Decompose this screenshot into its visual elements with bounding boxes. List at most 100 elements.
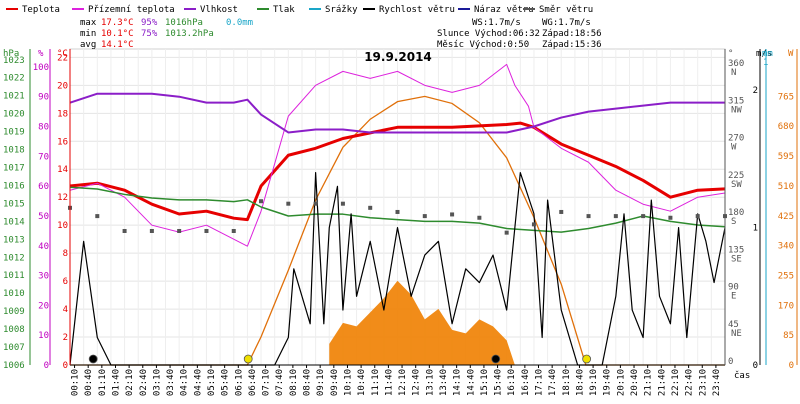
w-tick: 255 [778, 271, 794, 281]
temp-tick: 22 [57, 53, 68, 63]
x-axis-label: čas [734, 370, 750, 381]
x-tick: 10:10 [343, 369, 353, 396]
legend-label: Teplota [22, 5, 60, 15]
radiation-measured-area [329, 280, 515, 365]
x-tick: 15:40 [494, 369, 504, 396]
pct-tick: 30 [38, 272, 49, 282]
stat-max-temp: 17.3°C [101, 18, 134, 28]
wind-direction-point [586, 214, 591, 219]
stat-min-press: 1013.2hPa [165, 29, 214, 39]
dir-tick: 0 [728, 357, 733, 367]
x-tick: 03:40 [166, 369, 176, 396]
hpa-tick: 1011 [3, 271, 25, 281]
ms-tick: 0 [753, 361, 758, 371]
hpa-tick: 1017 [3, 164, 25, 174]
x-tick: 04:40 [193, 369, 203, 396]
dir-tick-name: SW [731, 180, 742, 190]
stat-max-label: max [80, 18, 97, 28]
mm-unit: mm [762, 49, 773, 59]
hpa-tick: 1014 [3, 217, 25, 227]
x-tick: 03:10 [152, 369, 162, 396]
info-ws: WS:1.7m/s [472, 18, 521, 28]
dir-tick: 90 [728, 283, 739, 293]
w-tick: 170 [778, 301, 794, 311]
x-tick: 01:40 [111, 369, 121, 396]
dir-tick-name: NW [731, 105, 742, 115]
hpa-tick: 1022 [3, 74, 25, 84]
pct-tick: 70 [38, 152, 49, 162]
hpa-tick: 1013 [3, 235, 25, 245]
x-tick: 13:10 [425, 369, 435, 396]
x-tick: 19:10 [589, 369, 599, 396]
temp-unit: °C [57, 49, 68, 59]
wind-direction-point [149, 228, 154, 233]
legend-label: Náraz větru [474, 5, 534, 15]
wind-direction-point [613, 214, 618, 219]
hpa-tick: 1021 [3, 92, 25, 102]
hpa-tick: 1023 [3, 56, 25, 66]
wind-direction-point [559, 209, 564, 214]
wind-direction-point [122, 228, 127, 233]
x-tick: 09:40 [330, 369, 340, 396]
hpa-tick: 1020 [3, 110, 25, 120]
hpa-tick: 1015 [3, 199, 25, 209]
x-tick: 02:10 [125, 369, 135, 396]
hpa-tick: 1006 [3, 361, 25, 371]
x-tick: 20:40 [630, 369, 640, 396]
x-tick: 10:40 [357, 369, 367, 396]
legend-label: Tlak [273, 5, 295, 15]
x-tick: 16:10 [507, 369, 517, 396]
info-block: WS:1.7m/s WG:1.7m/s Slunce Východ:06:32 … [437, 18, 602, 50]
pct-tick: 50 [38, 212, 49, 222]
x-tick: 12:40 [412, 369, 422, 396]
x-tick: 05:10 [207, 369, 217, 396]
moonset-marker [491, 354, 501, 364]
info-wg: WG:1.7m/s [542, 18, 591, 28]
w-tick: 340 [778, 242, 794, 252]
pct-tick: 60 [38, 182, 49, 192]
dir-unit: ° [728, 49, 733, 59]
x-tick: 07:10 [262, 369, 272, 396]
ms-tick: 1 [753, 224, 758, 234]
dir-tick-name: NE [731, 329, 742, 339]
dir-tick: 45 [728, 320, 739, 330]
pct-tick: 80 [38, 123, 49, 133]
pct-tick: 100 [33, 63, 49, 73]
hpa-tick: 1012 [3, 253, 25, 263]
pct-unit: % [38, 49, 44, 59]
dir-tick-name: SE [731, 254, 742, 264]
dir-tick: 270 [728, 134, 744, 144]
x-tick: 23:10 [698, 369, 708, 396]
dir-tick-name: E [731, 292, 736, 302]
x-tick: 02:40 [139, 369, 149, 396]
wind-direction-point [259, 199, 264, 204]
pct-tick: 20 [38, 301, 49, 311]
wind-direction-point [668, 215, 673, 220]
x-tick: 17:10 [535, 369, 545, 396]
temp-tick: 4 [63, 305, 68, 315]
x-tick: 18:10 [562, 369, 572, 396]
axes-layer: hPa1023102210211020101910181017101610151… [3, 49, 798, 396]
stat-max-press: 1016hPa [165, 18, 203, 28]
w-tick: 680 [778, 122, 794, 132]
wind-direction-point [95, 214, 100, 219]
info-sunset: Západ:18:56 [542, 29, 602, 39]
chart-title: 19.9.2014 [364, 50, 432, 64]
stat-max-hum: 95% [141, 18, 158, 28]
x-tick: 21:10 [644, 369, 654, 396]
x-tick: 01:10 [98, 369, 108, 396]
wind-direction-point [231, 228, 236, 233]
legend-label: Srážky [325, 5, 358, 15]
stat-min-hum: 75% [141, 29, 158, 39]
legend-label: Vlhkost [200, 5, 238, 15]
x-tick: 21:40 [657, 369, 667, 396]
temp-tick: 20 [57, 81, 68, 91]
temp-tick: 0 [63, 361, 68, 371]
stats-block: max 17.3°C 95% 1016hPa 0.0mm min 10.1°C … [80, 18, 253, 50]
dir-tick: 360 [728, 59, 744, 69]
x-tick: 15:10 [480, 369, 490, 396]
w-tick: 0 [789, 361, 794, 371]
series-line [69, 186, 726, 233]
